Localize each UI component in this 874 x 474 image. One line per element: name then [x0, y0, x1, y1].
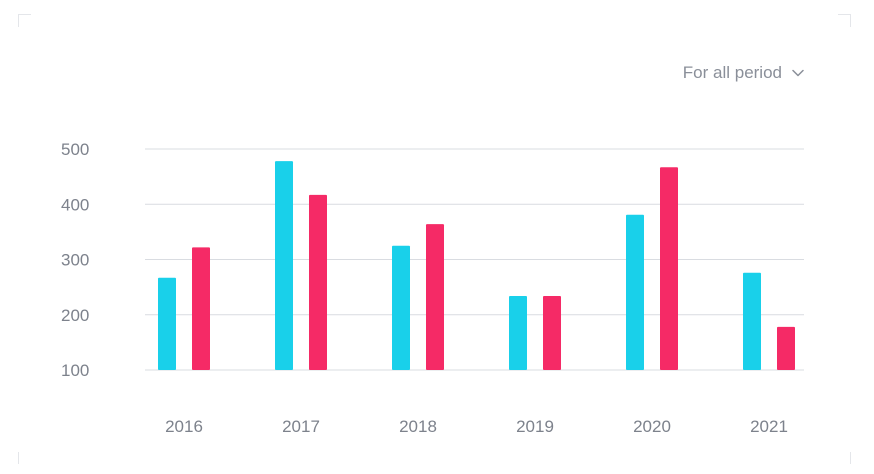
bar [158, 277, 176, 370]
bar [192, 247, 210, 370]
y-tick-label: 100 [61, 361, 89, 380]
corner-mark [18, 14, 31, 27]
bar [543, 295, 561, 370]
y-axis-ticks: 100 200 300 400 500 [61, 140, 89, 380]
y-tick-label: 400 [61, 195, 89, 214]
corner-mark [838, 452, 851, 464]
x-tick-label: 2016 [165, 417, 203, 436]
y-tick-label: 200 [61, 306, 89, 325]
chevron-down-icon [792, 69, 804, 77]
corner-mark [838, 14, 851, 27]
corner-mark [18, 452, 31, 464]
period-dropdown-label: For all period [682, 63, 782, 82]
x-tick-label: 2019 [516, 417, 554, 436]
bar [509, 295, 527, 370]
x-tick-label: 2020 [633, 417, 671, 436]
bar [392, 245, 410, 370]
period-dropdown[interactable]: For all period [683, 63, 804, 83]
bar [777, 326, 795, 370]
x-tick-label: 2021 [750, 417, 788, 436]
bar [626, 214, 644, 370]
bar [426, 224, 444, 370]
bar [660, 167, 678, 370]
bar [275, 161, 293, 370]
y-tick-label: 500 [61, 140, 89, 159]
x-axis-ticks: 2016 2017 2018 2019 2020 2021 [165, 417, 788, 436]
x-tick-label: 2018 [399, 417, 437, 436]
bar [743, 272, 761, 370]
bar [309, 194, 327, 370]
x-tick-label: 2017 [282, 417, 320, 436]
bars [158, 161, 795, 370]
grid-lines [145, 148, 804, 371]
y-tick-label: 300 [61, 251, 89, 270]
